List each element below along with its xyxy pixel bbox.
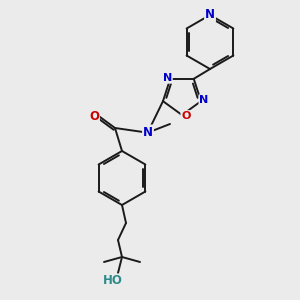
Text: N: N [205,8,215,22]
Text: O: O [89,110,99,122]
Text: N: N [163,73,172,83]
Text: HO: HO [103,274,123,287]
Text: N: N [143,125,153,139]
Text: O: O [181,111,191,121]
Text: N: N [200,95,208,105]
